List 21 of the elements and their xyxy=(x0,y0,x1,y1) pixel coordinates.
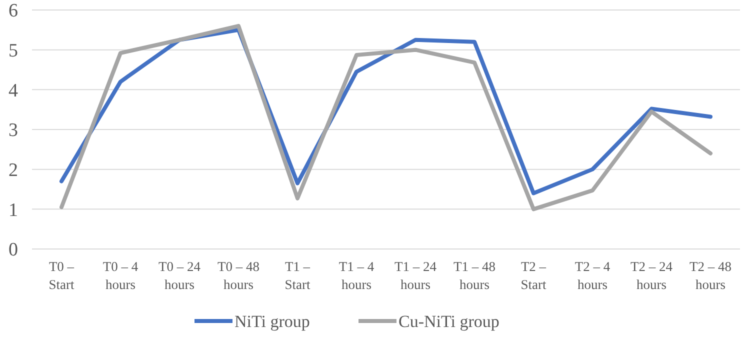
x-tick-label: T2 – 24 hours xyxy=(630,259,673,292)
y-tick-label: 6 xyxy=(8,0,18,22)
y-tick-label: 1 xyxy=(8,200,18,221)
x-tick-label: T2 – 48 hours xyxy=(690,259,732,292)
legend-label: NiTi group xyxy=(234,312,310,331)
x-tick-label: T2 – Start xyxy=(520,259,546,292)
x-tick-label: T1 – 24 hours xyxy=(394,259,437,292)
x-tick-label: T2 – 4 hours xyxy=(574,259,610,292)
y-tick-label: 3 xyxy=(8,120,18,142)
legend-label: Cu-NiTi group xyxy=(398,312,500,331)
x-tick-label: T0 – 24 hours xyxy=(158,259,201,292)
y-tick-label: 4 xyxy=(8,80,18,102)
y-tick-label: 5 xyxy=(8,40,18,62)
x-tick-label: T0 – Start xyxy=(48,259,74,292)
y-tick-label: 0 xyxy=(8,240,18,261)
x-tick-label: T1 – Start xyxy=(284,259,310,292)
x-tick-label: T1 – 4 hours xyxy=(338,259,374,292)
x-tick-label: T0 – 48 hours xyxy=(218,259,260,292)
x-tick-label: T0 – 4 hours xyxy=(102,259,138,292)
x-tick-label: T1 – 48 hours xyxy=(454,259,496,292)
y-tick-label: 2 xyxy=(8,160,18,181)
